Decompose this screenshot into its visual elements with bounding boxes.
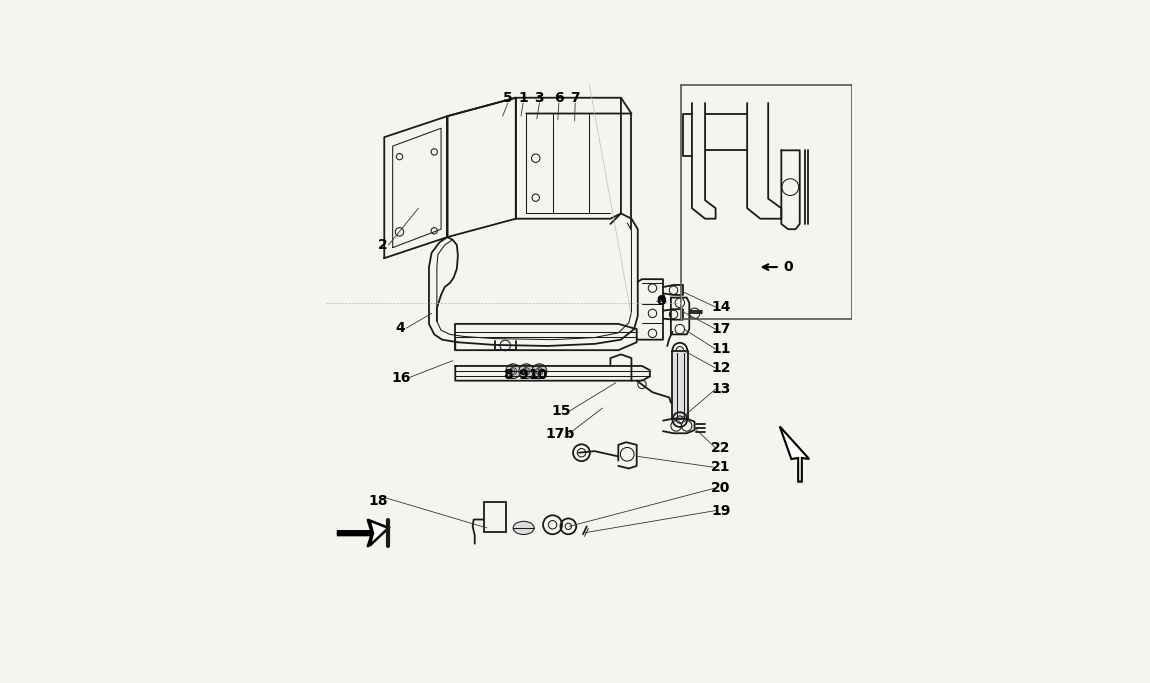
Text: 0: 0 [657, 294, 666, 308]
Text: 12: 12 [711, 361, 730, 375]
Circle shape [532, 364, 546, 378]
Ellipse shape [513, 521, 534, 535]
Text: 6: 6 [554, 91, 564, 104]
Polygon shape [338, 520, 389, 546]
Text: 9: 9 [519, 368, 528, 382]
Text: 21: 21 [711, 460, 730, 475]
Text: 2: 2 [378, 238, 388, 252]
Text: 8: 8 [504, 368, 513, 382]
Polygon shape [338, 520, 389, 547]
Text: 19: 19 [711, 503, 730, 518]
Text: 3: 3 [535, 91, 544, 104]
Text: 5: 5 [503, 91, 513, 104]
Text: 1: 1 [519, 91, 528, 104]
Text: 13: 13 [711, 382, 730, 396]
Circle shape [509, 367, 516, 375]
Text: 17: 17 [711, 322, 730, 336]
Text: 14: 14 [711, 300, 730, 314]
Text: 16: 16 [391, 371, 411, 385]
Text: 20: 20 [711, 481, 730, 495]
Text: 15: 15 [552, 404, 572, 417]
FancyBboxPatch shape [672, 350, 688, 419]
Text: 4: 4 [396, 321, 405, 335]
Text: 7: 7 [570, 91, 580, 104]
Circle shape [536, 367, 543, 375]
Text: 17b: 17b [546, 428, 575, 441]
Text: 22: 22 [711, 441, 730, 455]
Circle shape [519, 364, 534, 378]
Polygon shape [780, 426, 810, 482]
Text: 18: 18 [368, 494, 388, 507]
Text: 10: 10 [528, 368, 547, 382]
Circle shape [506, 364, 521, 378]
Text: 11: 11 [711, 342, 730, 356]
Text: 0: 0 [783, 260, 794, 274]
Circle shape [522, 367, 530, 375]
